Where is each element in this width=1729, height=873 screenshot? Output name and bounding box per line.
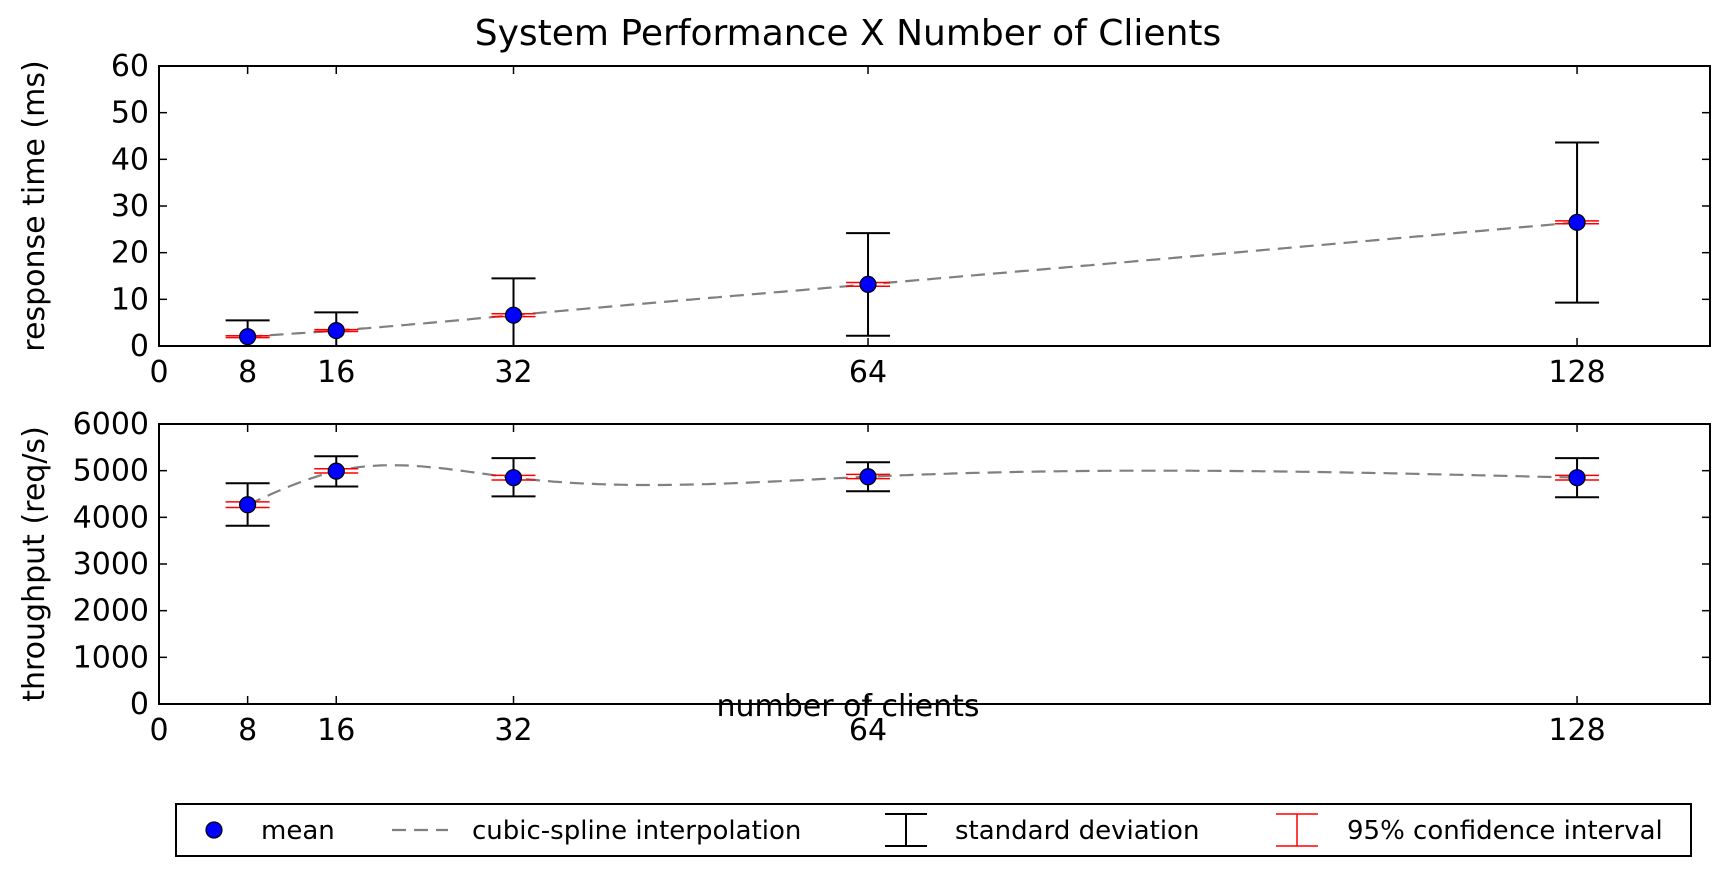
y-tick-label: 0 xyxy=(130,329,149,364)
y-tick-label: 2000 xyxy=(73,594,149,629)
data-point-group xyxy=(314,455,359,488)
x-tick-label: 16 xyxy=(317,713,355,748)
throughput-panel: 0 8 16 32 64 128 0 1000 2000 3000 4000 5000 6000 thro… xyxy=(17,407,1711,748)
mean-point xyxy=(239,328,257,346)
legend-label: 95% confidence interval xyxy=(1347,816,1663,846)
data-point-group xyxy=(1555,141,1600,304)
x-tick-label: 128 xyxy=(1548,713,1605,748)
y-tick-label: 1000 xyxy=(73,640,149,675)
data-point-group xyxy=(846,232,891,337)
x-tick-label: 0 xyxy=(149,713,168,748)
legend-item: 95% confidence interval xyxy=(1276,813,1663,847)
data-point-group xyxy=(314,311,359,347)
spline-line xyxy=(247,464,1578,506)
y-axis-label: response time (ms) xyxy=(17,60,52,351)
mean-point xyxy=(1568,469,1586,487)
mean-point xyxy=(504,469,523,487)
x-tick-label: 64 xyxy=(849,713,887,748)
y-tick-label: 3000 xyxy=(73,547,149,582)
mean-point xyxy=(239,496,257,514)
x-tick-label: 16 xyxy=(317,355,355,390)
x-axis-label: number of clients xyxy=(716,689,979,724)
spline-line xyxy=(247,221,1578,338)
y-tick-label: 5000 xyxy=(73,454,149,489)
x-tick-label: 64 xyxy=(849,355,887,390)
y-tick-label: 6000 xyxy=(73,407,149,442)
y-tick-label: 40 xyxy=(111,142,149,177)
mean-point xyxy=(859,468,877,486)
legend-label: standard deviation xyxy=(955,816,1199,846)
y-tick-label: 20 xyxy=(111,236,149,271)
legend-item: standard deviation xyxy=(885,813,1199,847)
legend-mean-icon xyxy=(205,821,223,839)
y-tick-label: 50 xyxy=(111,96,149,131)
x-tick-label: 128 xyxy=(1548,355,1605,390)
legend-label: mean xyxy=(261,816,335,846)
mean-point xyxy=(327,322,345,340)
mean-point xyxy=(327,462,345,480)
plot-frame xyxy=(158,423,1711,705)
chart-title: System Performance X Number of Clients xyxy=(475,13,1222,54)
y-tick-label: 10 xyxy=(111,282,149,317)
data-point-group xyxy=(491,277,536,347)
legend-item: cubic-spline interpolation xyxy=(392,816,801,846)
data-point-group xyxy=(846,461,891,493)
data-point-group xyxy=(491,457,536,498)
y-tick-label: 0 xyxy=(130,687,149,722)
y-tick-label: 30 xyxy=(111,189,149,224)
plot-frame xyxy=(158,65,1711,347)
legend: mean cubic-spline interpolation standard d… xyxy=(175,803,1692,857)
legend-item: mean xyxy=(205,816,335,846)
y-tick-label: 4000 xyxy=(73,500,149,535)
x-tick-label: 32 xyxy=(494,713,532,748)
data-point-group xyxy=(1555,457,1600,499)
response-time-panel: 0 8 16 32 64 128 0 10 20 30 40 50 60 response time (m… xyxy=(17,49,1711,390)
x-tick-label: 32 xyxy=(494,355,532,390)
mean-point xyxy=(504,306,523,324)
y-tick-label: 60 xyxy=(111,49,149,84)
legend-label: cubic-spline interpolation xyxy=(472,816,801,846)
data-point-group xyxy=(225,319,270,347)
mean-point xyxy=(1568,213,1586,231)
x-tick-label: 8 xyxy=(238,713,257,748)
legend-frame xyxy=(175,803,1692,857)
data-point-group xyxy=(225,482,270,527)
x-tick-label: 8 xyxy=(238,355,257,390)
x-tick-label: 0 xyxy=(149,355,168,390)
mean-point xyxy=(859,275,877,293)
y-axis-label: throughput (req/s) xyxy=(17,426,52,702)
